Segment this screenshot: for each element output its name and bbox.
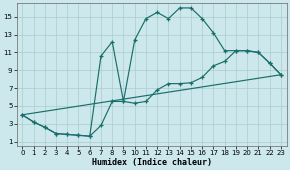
X-axis label: Humidex (Indice chaleur): Humidex (Indice chaleur) [92,158,212,167]
